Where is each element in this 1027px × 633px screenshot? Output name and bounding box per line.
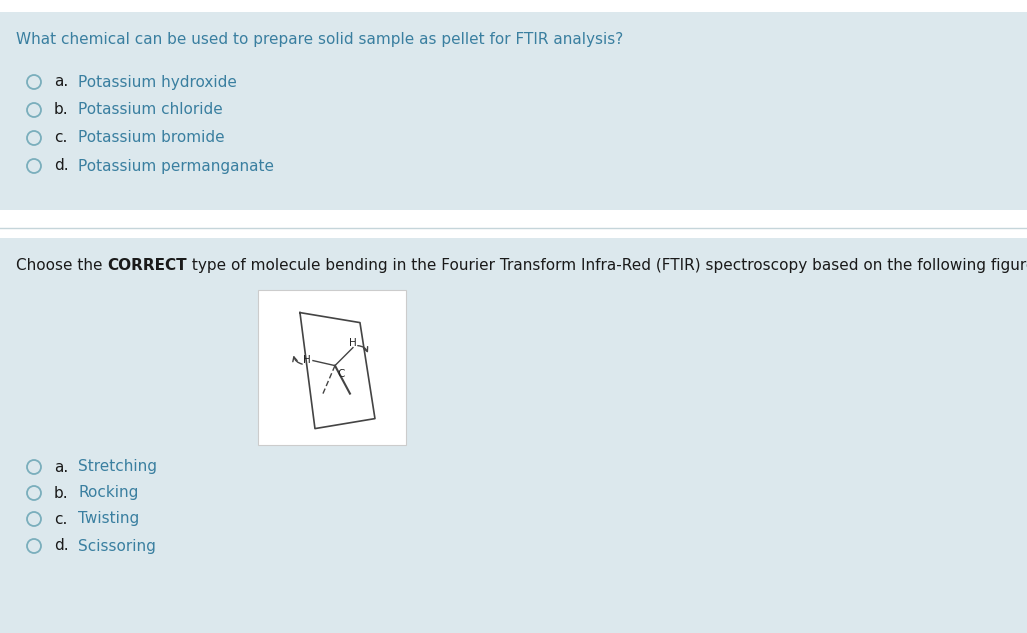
Text: b.: b. — [54, 103, 69, 118]
Bar — [0, 210, 1027, 238]
Text: Potassium permanganate: Potassium permanganate — [78, 158, 274, 173]
Text: type of molecule bending in the Fourier Transform Infra-Red (FTIR) spectroscopy : type of molecule bending in the Fourier … — [187, 258, 1027, 273]
Text: c.: c. — [54, 130, 68, 146]
Text: c.: c. — [54, 511, 68, 527]
Text: a.: a. — [54, 460, 68, 475]
Text: Stretching: Stretching — [78, 460, 157, 475]
Text: Potassium chloride: Potassium chloride — [78, 103, 223, 118]
Text: H: H — [349, 337, 356, 348]
Text: CORRECT: CORRECT — [108, 258, 187, 273]
FancyArrowPatch shape — [357, 346, 368, 351]
Text: d.: d. — [54, 539, 69, 553]
Text: H: H — [303, 354, 311, 365]
Text: d.: d. — [54, 158, 69, 173]
Text: C: C — [337, 368, 344, 379]
Text: Twisting: Twisting — [78, 511, 140, 527]
Bar — [0, 0, 1027, 12]
Text: Rocking: Rocking — [78, 486, 139, 501]
Text: Scissoring: Scissoring — [78, 539, 156, 553]
Bar — [0, 0, 1027, 12]
Text: What chemical can be used to prepare solid sample as pellet for FTIR analysis?: What chemical can be used to prepare sol… — [16, 32, 623, 47]
Text: Choose the: Choose the — [16, 258, 108, 273]
Text: a.: a. — [54, 75, 68, 89]
Text: b.: b. — [54, 486, 69, 501]
Text: Potassium bromide: Potassium bromide — [78, 130, 225, 146]
FancyBboxPatch shape — [258, 290, 406, 445]
FancyArrowPatch shape — [293, 357, 302, 364]
Text: Potassium hydroxide: Potassium hydroxide — [78, 75, 237, 89]
